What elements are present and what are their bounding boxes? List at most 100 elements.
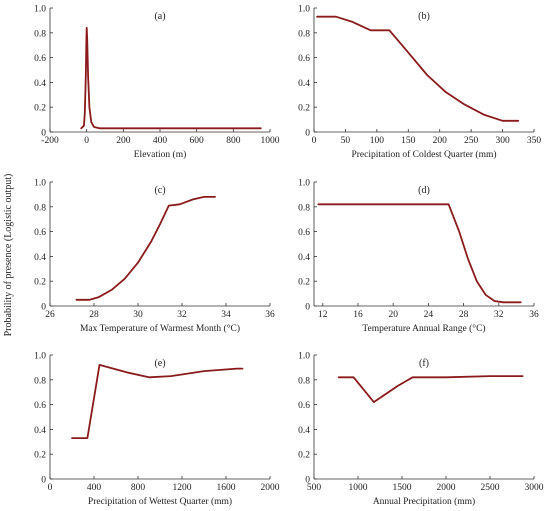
x-tick-label: 34 [221, 310, 231, 320]
panel-tag: (f) [419, 358, 429, 369]
x-tick-label: 400 [87, 483, 102, 493]
y-tick-label: 0.2 [298, 278, 310, 288]
panel-f: 500 1000 1500 2000 2500 3000 0 0.2 0.4 0.6 0.8 1.0 A… [298, 352, 544, 508]
x-tick-label: 1200 [173, 483, 192, 493]
x-tick-label: 32 [494, 310, 504, 320]
x-tick-label: 1500 [393, 483, 412, 493]
y-tick-label: 0.2 [298, 104, 310, 114]
y-tick-label: 0.6 [34, 228, 46, 238]
x-tick-label: 50 [341, 136, 351, 146]
response-curve [316, 15, 520, 122]
y-tick-label: 0.2 [34, 451, 46, 461]
y-tick-label: 1.0 [298, 5, 310, 15]
x-tick-label: 28 [89, 310, 99, 320]
y-tick-label: 0.6 [298, 228, 310, 238]
response-curve [337, 375, 524, 404]
x-tick-label: 36 [529, 310, 539, 320]
y-tick-label: 0 [305, 303, 310, 313]
y-tick-label: 0.4 [298, 79, 310, 89]
x-tick-label: 0 [312, 136, 317, 146]
y-tick-label: 0 [41, 129, 46, 139]
y-tick-label: 1.0 [34, 5, 46, 15]
response-curve [317, 203, 522, 304]
x-tick-label: 20 [388, 310, 398, 320]
x-tick-label: 32 [177, 310, 187, 320]
x-axis-title: Precipitation of Coldest Quarter (mm) [351, 149, 496, 160]
panel-c: 26 28 30 32 34 36 0 0.2 0.4 0.6 0.8 1.0 Max Temperat… [34, 179, 275, 335]
panel-a: -200 0 200 400 600 800 100000.20.40.60.81.0Ele… [34, 5, 280, 161]
y-tick-label: 0.4 [34, 253, 46, 263]
x-tick-label: 2500 [481, 483, 500, 493]
x-tick-label: 800 [131, 483, 146, 493]
x-tick-label: 0 [84, 136, 89, 146]
x-tick-label: 24 [424, 310, 434, 320]
y-tick-label: 0 [41, 476, 46, 486]
x-tick-label: 28 [459, 310, 469, 320]
x-tick-label: 200 [433, 136, 448, 146]
y-tick-label: 0.4 [298, 253, 310, 263]
y-tick-label: 0.6 [298, 54, 310, 64]
x-axis-title: Elevation (m) [134, 149, 187, 160]
x-axis-title: Temperature Annual Range (°C) [362, 323, 485, 334]
panel-tag: (d) [418, 185, 430, 196]
y-tick-label: 0.4 [34, 426, 46, 436]
y-tick-label: 0.2 [34, 104, 46, 114]
x-tick-label: 500 [307, 483, 322, 493]
y-tick-label: 0.8 [34, 29, 46, 39]
x-tick-label: 26 [45, 310, 55, 320]
x-tick-label: 2000 [261, 483, 280, 493]
y-tick-label: 0.8 [34, 203, 46, 213]
y-tick-label: 0.4 [298, 426, 310, 436]
y-tick-label: 0 [305, 476, 310, 486]
panel-d: 12 16 20 24 28 32 36 0 0.2 0.4 0.6 0.8 1.0 Temperatur… [298, 179, 539, 335]
x-tick-label: 400 [153, 136, 168, 146]
panel-tag: (e) [154, 358, 165, 369]
x-tick-label: 350 [527, 136, 542, 146]
panel-tag: (b) [418, 11, 430, 22]
x-tick-label: 1000 [261, 136, 280, 146]
x-tick-label: 30 [133, 310, 143, 320]
x-tick-label: 100 [370, 136, 385, 146]
panel-b: 0 50 100 150 200 250 300 350 0 0.2 0.4 0.6 0.8 1.0 Pre… [298, 5, 541, 161]
x-tick-label: 250 [464, 136, 479, 146]
panel-tag: (a) [154, 11, 165, 22]
y-tick-label: 0.8 [298, 29, 310, 39]
y-tick-label: 0 [305, 129, 310, 139]
x-tick-label: 0 [48, 483, 53, 493]
y-tick-label: 0.8 [298, 203, 310, 213]
y-tick-label: 0.2 [34, 278, 46, 288]
response-curve [80, 26, 262, 130]
response-curve [71, 363, 244, 440]
x-tick-label: 200 [116, 136, 131, 146]
x-tick-label: 800 [226, 136, 241, 146]
x-axis-title: Precipitation of Wettest Quarter (mm) [88, 496, 232, 507]
x-tick-label: 16 [353, 310, 363, 320]
x-tick-label: 600 [190, 136, 205, 146]
response-curve [75, 195, 216, 301]
x-tick-label: 3000 [525, 483, 544, 493]
y-tick-label: 1.0 [34, 352, 46, 362]
x-tick-label: -200 [41, 136, 59, 146]
y-tick-label: 0.2 [298, 451, 310, 461]
x-axis-title: Annual Precipitation (mm) [373, 496, 475, 507]
x-axis-title: Max Temperature of Warmest Month (°C) [80, 323, 240, 334]
y-axis-title: Probability of presence (Logistic output… [3, 174, 14, 337]
y-tick-label: 0.8 [298, 376, 310, 386]
y-tick-label: 0.8 [34, 376, 46, 386]
y-tick-label: 0.6 [34, 54, 46, 64]
panel-e: 0 400 800 1200 1600 2000 0 0.2 0.4 0.6 0.8 1.0 Preci… [34, 352, 280, 508]
y-tick-label: 0.6 [34, 401, 46, 411]
y-tick-label: 0.6 [298, 401, 310, 411]
x-tick-label: 12 [318, 310, 328, 320]
y-tick-label: 1.0 [34, 179, 46, 189]
y-tick-label: 0.4 [34, 79, 46, 89]
panel-tag: (c) [154, 185, 165, 196]
x-tick-label: 1600 [217, 483, 236, 493]
x-tick-label: 2000 [437, 483, 456, 493]
y-tick-label: 0 [41, 303, 46, 313]
y-tick-label: 1.0 [298, 352, 310, 362]
x-tick-label: 300 [495, 136, 510, 146]
y-tick-label: 1.0 [298, 179, 310, 189]
x-tick-label: 36 [265, 310, 275, 320]
